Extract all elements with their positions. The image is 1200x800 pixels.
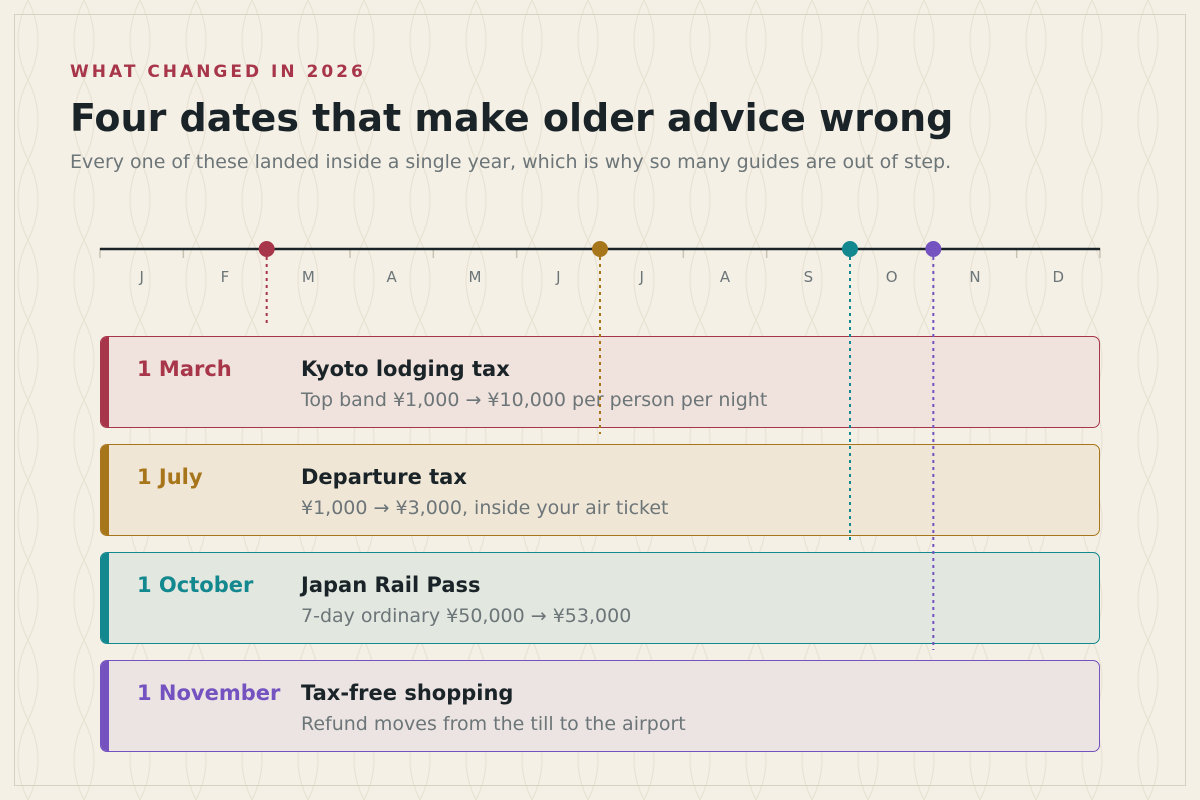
event-card-departure-tax: 1 July Departure tax ¥1,000 → ¥3,000, in…	[100, 444, 1100, 536]
card-accent-bar	[101, 445, 109, 535]
month-label: A	[387, 268, 398, 286]
card-accent-bar	[101, 661, 109, 751]
event-title: Tax-free shopping	[301, 681, 514, 705]
page-subtitle: Every one of these landed inside a singl…	[70, 151, 952, 173]
wave-line	[1147, 0, 1159, 800]
event-detail: ¥1,000 → ¥3,000, inside your air ticket	[301, 497, 669, 519]
month-label: S	[804, 268, 814, 286]
month-label: J	[555, 268, 560, 286]
month-label: O	[886, 268, 898, 286]
event-detail: Top band ¥1,000 → ¥10,000 per person per…	[301, 389, 768, 411]
page-frame	[14, 14, 1186, 786]
month-label: A	[720, 268, 731, 286]
event-date: 1 July	[137, 465, 203, 489]
event-title: Kyoto lodging tax	[301, 357, 510, 381]
month-label: J	[138, 268, 143, 286]
event-title: Japan Rail Pass	[301, 573, 481, 597]
event-date: 1 March	[137, 357, 232, 381]
page-title: Four dates that make older advice wrong	[70, 96, 954, 140]
event-card-kyoto-lodging-tax: 1 March Kyoto lodging tax Top band ¥1,00…	[100, 336, 1100, 428]
month-label: F	[221, 268, 230, 286]
month-label: M	[469, 268, 482, 286]
event-title: Departure tax	[301, 465, 467, 489]
card-accent-bar	[101, 337, 109, 427]
event-detail: 7-day ordinary ¥50,000 → ¥53,000	[301, 605, 632, 627]
card-accent-bar	[101, 553, 109, 643]
event-detail: Refund moves from the till to the airpor…	[301, 713, 686, 735]
eyebrow-label: WHAT CHANGED IN 2026	[70, 62, 366, 82]
month-label: J	[638, 268, 643, 286]
event-date: 1 November	[137, 681, 281, 705]
wave-line	[83, 0, 95, 800]
wave-line	[27, 0, 39, 800]
event-card-japan-rail-pass: 1 October Japan Rail Pass 7-day ordinary…	[100, 552, 1100, 644]
month-label: D	[1053, 268, 1065, 286]
month-label: M	[302, 268, 315, 286]
month-label: N	[969, 268, 980, 286]
event-card-tax-free-shopping: 1 November Tax-free shopping Refund move…	[100, 660, 1100, 752]
event-date: 1 October	[137, 573, 254, 597]
